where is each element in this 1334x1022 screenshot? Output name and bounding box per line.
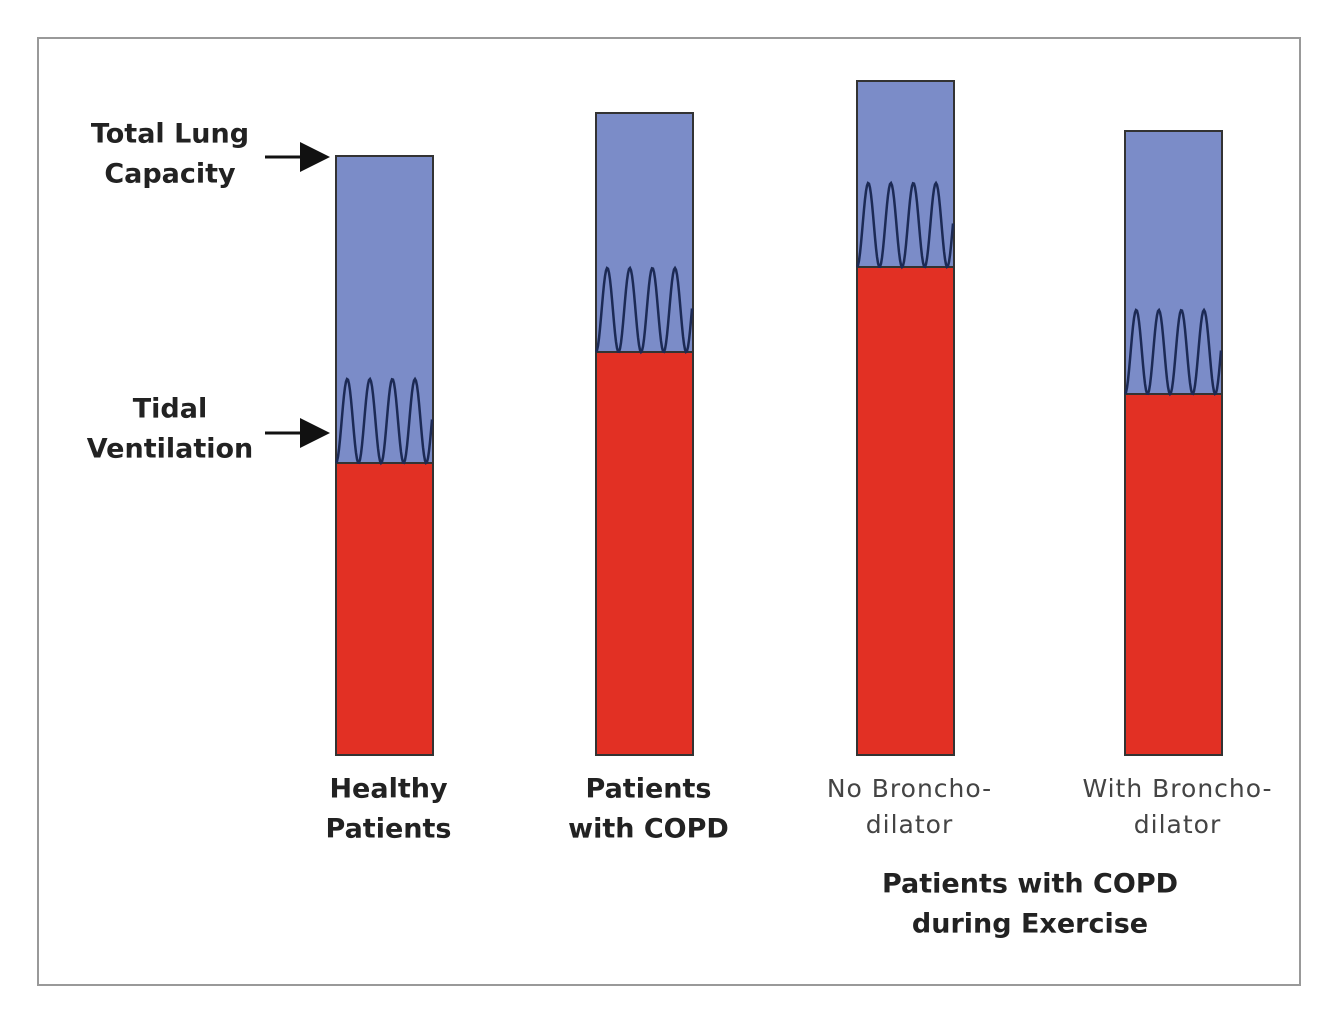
bar-label: dilator (1134, 810, 1221, 839)
bars: Healthy Patients Patients with COPD No Bronc… (326, 80, 1272, 845)
annotation: Tidal (133, 394, 207, 425)
bar-label: Patients (326, 814, 452, 845)
bar-label: with COPD (568, 814, 729, 845)
volume-bar (595, 351, 694, 756)
volume-bar (335, 462, 434, 756)
tidal-wave (1123, 307, 1223, 397)
capacity-bar (595, 112, 694, 353)
bar-label: dilator (866, 810, 953, 839)
bar-label: Healthy (329, 774, 448, 805)
volume-bar (856, 266, 955, 756)
capacity-bar (335, 155, 434, 464)
group-label: Patients with COPD (882, 869, 1178, 900)
tidal-wave (855, 180, 955, 270)
volume-bar (1124, 393, 1223, 756)
capacity-bar (1124, 130, 1223, 395)
bar-label: With Broncho- (1082, 774, 1272, 803)
capacity-bar (856, 80, 955, 268)
bar-label: Patients (586, 774, 712, 805)
annotation: Capacity (104, 159, 236, 190)
tidal-wave (594, 265, 694, 355)
annotation: Ventilation (87, 434, 254, 465)
bar-label: No Broncho- (827, 774, 992, 803)
group-label: during Exercise (912, 909, 1148, 940)
annotation: Total Lung (91, 119, 249, 150)
tidal-wave (334, 376, 434, 466)
